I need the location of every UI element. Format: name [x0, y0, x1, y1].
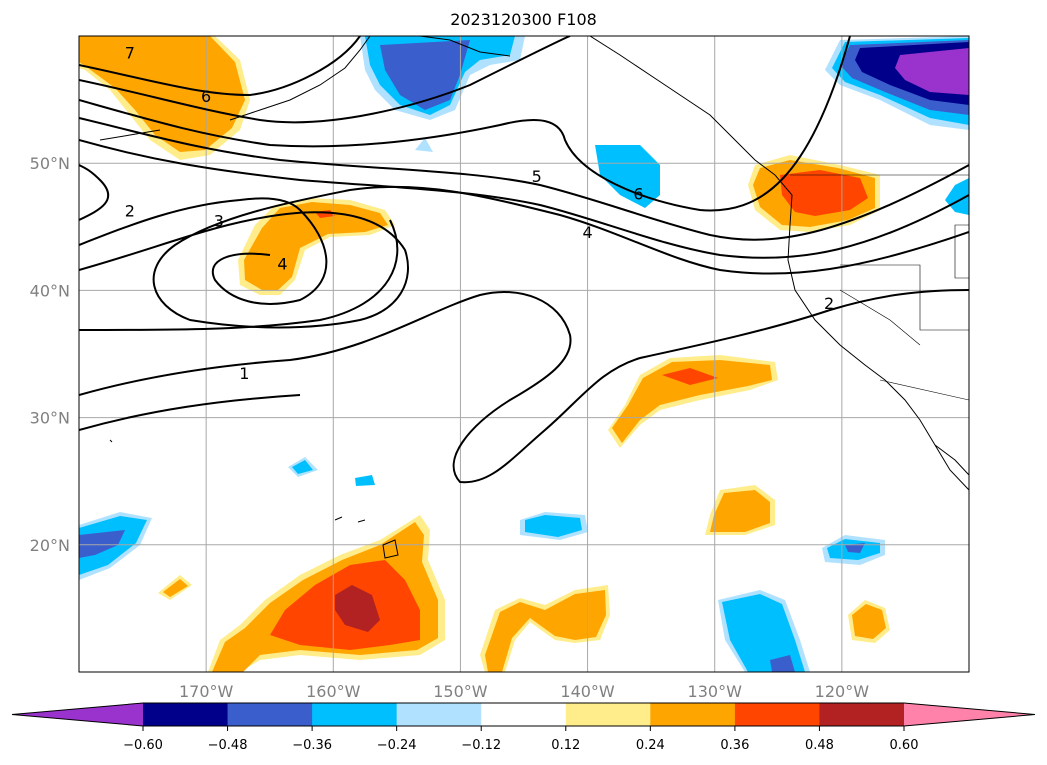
colorbar-tick-label: −0.36 [292, 738, 332, 753]
negative-anomaly-area [415, 138, 433, 152]
colorbar-tick-label: −0.12 [461, 738, 501, 753]
positive-anomaly-area [852, 604, 886, 639]
positive-anomaly-area [662, 368, 718, 385]
shaded-fields [79, 36, 969, 672]
colorbar-tick-label: 0.60 [890, 738, 919, 753]
colorbar-tick-label: 0.36 [720, 738, 749, 753]
colorbar-segment [396, 703, 482, 726]
latitude-labels: 50°N 40°N 30°N 20°N [30, 154, 70, 555]
contour-label: 6 [633, 185, 643, 204]
latitude-tick-label: 20°N [30, 536, 70, 555]
colorbar-tick-label: 0.12 [551, 738, 580, 753]
colorbar-segment [734, 703, 820, 726]
political-borders [790, 174, 969, 401]
negative-anomaly-area [79, 530, 125, 558]
colorbar-segment [650, 703, 736, 726]
colorbar-segment [565, 703, 651, 726]
contour-label: 6 [201, 87, 211, 106]
colorbar-extend-min [12, 703, 143, 726]
negative-anomaly-area [355, 475, 375, 486]
positive-anomaly-area [710, 490, 770, 532]
contour-label: 4 [582, 223, 592, 242]
positive-anomaly-area [485, 590, 606, 672]
contour-label: 3 [214, 211, 224, 230]
positive-anomaly-area [780, 170, 868, 216]
negative-anomaly-area [895, 48, 969, 95]
colorbar-tick-label: 0.24 [636, 738, 665, 753]
chart-title: 2023120300 F108 [450, 10, 597, 29]
colorbar-segment [312, 703, 398, 726]
positive-anomaly-area [612, 360, 772, 443]
gridlines [79, 36, 969, 672]
coastlines [99, 36, 969, 559]
colorbar-tick-label: −0.24 [377, 738, 417, 753]
contour-label: 2 [824, 294, 834, 313]
negative-anomaly-area [595, 145, 660, 208]
longitude-labels: 170°W 160°W 150°W 140°W 130°W 120°W [179, 682, 869, 701]
latitude-tick-label: 30°N [30, 409, 70, 428]
contour-lines [79, 36, 969, 484]
colorbar-segment [227, 703, 313, 726]
map-frame [78, 35, 970, 673]
positive-anomaly-area [79, 36, 245, 152]
contour-label: 7 [125, 44, 135, 63]
colorbar-segment [481, 703, 567, 726]
longitude-tick-label: 140°W [560, 682, 615, 701]
negative-anomaly-area [722, 594, 805, 672]
longitude-tick-label: 120°W [815, 682, 870, 701]
colorbar-tick-label: 0.48 [805, 738, 834, 753]
negative-anomaly-area [845, 543, 865, 553]
positive-anomaly-area [244, 202, 388, 290]
negative-anomaly-area [525, 515, 582, 537]
colorbar-extend-max [904, 703, 1035, 726]
colorbar-segment [143, 703, 229, 726]
colorbar-tick-label: −0.60 [123, 738, 163, 753]
longitude-tick-label: 170°W [179, 682, 234, 701]
contour-label: 4 [277, 255, 287, 274]
colorbar-segment [819, 703, 905, 726]
latitude-tick-label: 50°N [30, 154, 70, 173]
longitude-tick-label: 150°W [433, 682, 488, 701]
positive-anomaly-area [335, 585, 380, 632]
contour-label: 2 [125, 201, 135, 220]
contour-labels: 7 6 2 3 4 5 6 4 2 1 [125, 44, 834, 384]
negative-anomaly-area [770, 655, 795, 672]
negative-anomaly-area [292, 460, 313, 474]
longitude-tick-label: 160°W [306, 682, 361, 701]
longitude-tick-label: 130°W [688, 682, 743, 701]
contour-label: 1 [239, 364, 249, 383]
contour-label: 5 [532, 167, 542, 186]
colorbar: −0.60 −0.48 −0.36 −0.24 −0.12 0.12 0.24 0.36 0.4… [11, 702, 1036, 753]
positive-anomaly-area [163, 579, 188, 597]
colorbar-tick-label: −0.48 [208, 738, 248, 753]
latitude-tick-label: 40°N [30, 281, 70, 300]
map-area: 7 6 2 3 4 5 6 4 2 1 [79, 36, 969, 672]
